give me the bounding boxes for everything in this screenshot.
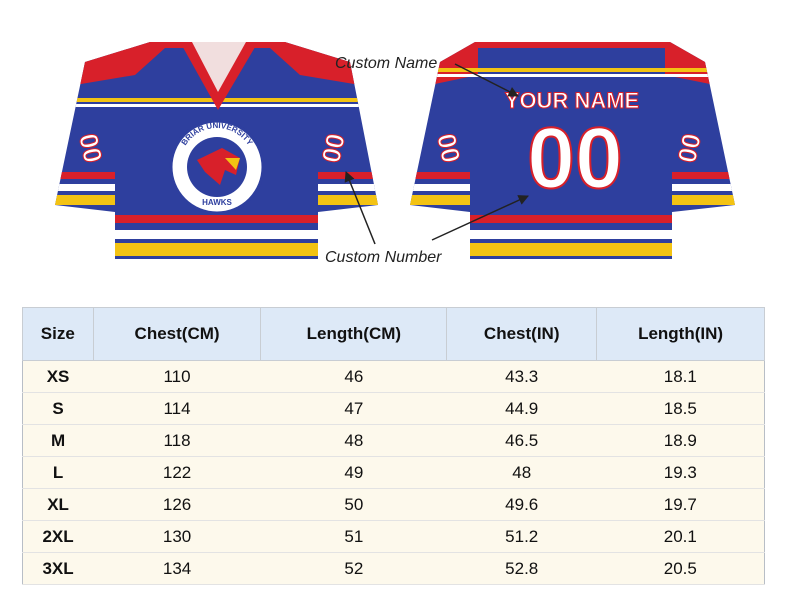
- table-cell: 46.5: [446, 424, 597, 457]
- table-cell: 44.9: [446, 392, 597, 425]
- table-row: XS 110 46 43.3 18.1: [22, 360, 765, 393]
- table-cell: 20.5: [596, 552, 765, 585]
- annotation: Custom Name: [335, 55, 437, 72]
- v-neck-inner: [192, 42, 246, 92]
- sleeve-number: 00: [672, 131, 707, 166]
- mascot: HAWKS: [202, 198, 232, 207]
- table-cell: 130: [93, 520, 261, 553]
- table-cell: 110: [93, 360, 261, 393]
- annotation-arrow: [344, 171, 376, 245]
- player-number: 00: [527, 111, 623, 207]
- table-cell: 114: [93, 392, 261, 425]
- player-name: YOUR NAME: [505, 88, 639, 113]
- table-cell: 118: [93, 424, 261, 457]
- table-row: L 122 49 48 19.3: [22, 456, 765, 489]
- sleeve-number: 00: [73, 131, 108, 166]
- table-cell: 52: [260, 552, 447, 585]
- table-cell: 46: [260, 360, 447, 393]
- header-cell: Chest(CM): [92, 307, 262, 361]
- size-table: Size Chest(CM) Length(CM) Chest(IN) Length(I…: [22, 307, 765, 585]
- table-row: XL 126 50 49.6 19.7: [22, 488, 765, 521]
- table-cell: M: [22, 424, 94, 457]
- table-cell: 122: [93, 456, 261, 489]
- table-cell: 126: [93, 488, 261, 521]
- table-cell: 18.1: [596, 360, 765, 393]
- header-row: Size Chest(CM) Length(CM) Chest(IN) Length(I…: [22, 307, 765, 361]
- jersey-illustration: BRIAR UNIVERSITY HAWKS 00 00 YOUR NAME 0…: [55, 42, 735, 266]
- table-cell: 19.3: [596, 456, 765, 489]
- header-cell: Length(IN): [596, 307, 765, 361]
- table-cell: 19.7: [596, 488, 765, 521]
- table-cell: 47: [260, 392, 447, 425]
- table-cell: 52.8: [446, 552, 597, 585]
- table-row: M 118 48 46.5 18.9: [22, 424, 765, 457]
- table-cell: 18.5: [596, 392, 765, 425]
- table-cell: 20.1: [596, 520, 765, 553]
- table-cell: 49: [260, 456, 447, 489]
- table-cell: 3XL: [22, 552, 94, 585]
- table-cell: 48: [260, 424, 447, 457]
- sleeve-number: 00: [316, 131, 351, 166]
- sleeve-number: 00: [431, 131, 466, 166]
- header-cell: Size: [22, 307, 94, 361]
- table-cell: 18.9: [596, 424, 765, 457]
- table-cell: 50: [260, 488, 447, 521]
- annotation: Custom Number: [325, 249, 442, 266]
- hawk: [197, 148, 240, 185]
- table-cell: XL: [22, 488, 94, 521]
- hawk-beak: [225, 158, 240, 170]
- header-cell: Chest(IN): [446, 307, 598, 361]
- table-cell: S: [22, 392, 94, 425]
- table-row: S 114 47 44.9 18.5: [22, 392, 765, 425]
- table-cell: L: [22, 456, 94, 489]
- header-cell: Length(CM): [260, 307, 448, 361]
- annotation-arrow: [454, 63, 519, 97]
- table-cell: 51: [260, 520, 447, 553]
- table-cell: 49.6: [446, 488, 597, 521]
- table-row: 3XL 134 52 52.8 20.5: [22, 552, 765, 585]
- table-cell: 43.3: [446, 360, 597, 393]
- table-cell: 134: [93, 552, 261, 585]
- table-cell: 2XL: [22, 520, 94, 553]
- table-cell: 48: [446, 456, 597, 489]
- annotation-arrow: [431, 195, 529, 241]
- table-row: 2XL 130 51 51.2 20.1: [22, 520, 765, 553]
- table-cell: XS: [22, 360, 94, 393]
- table-cell: 51.2: [446, 520, 597, 553]
